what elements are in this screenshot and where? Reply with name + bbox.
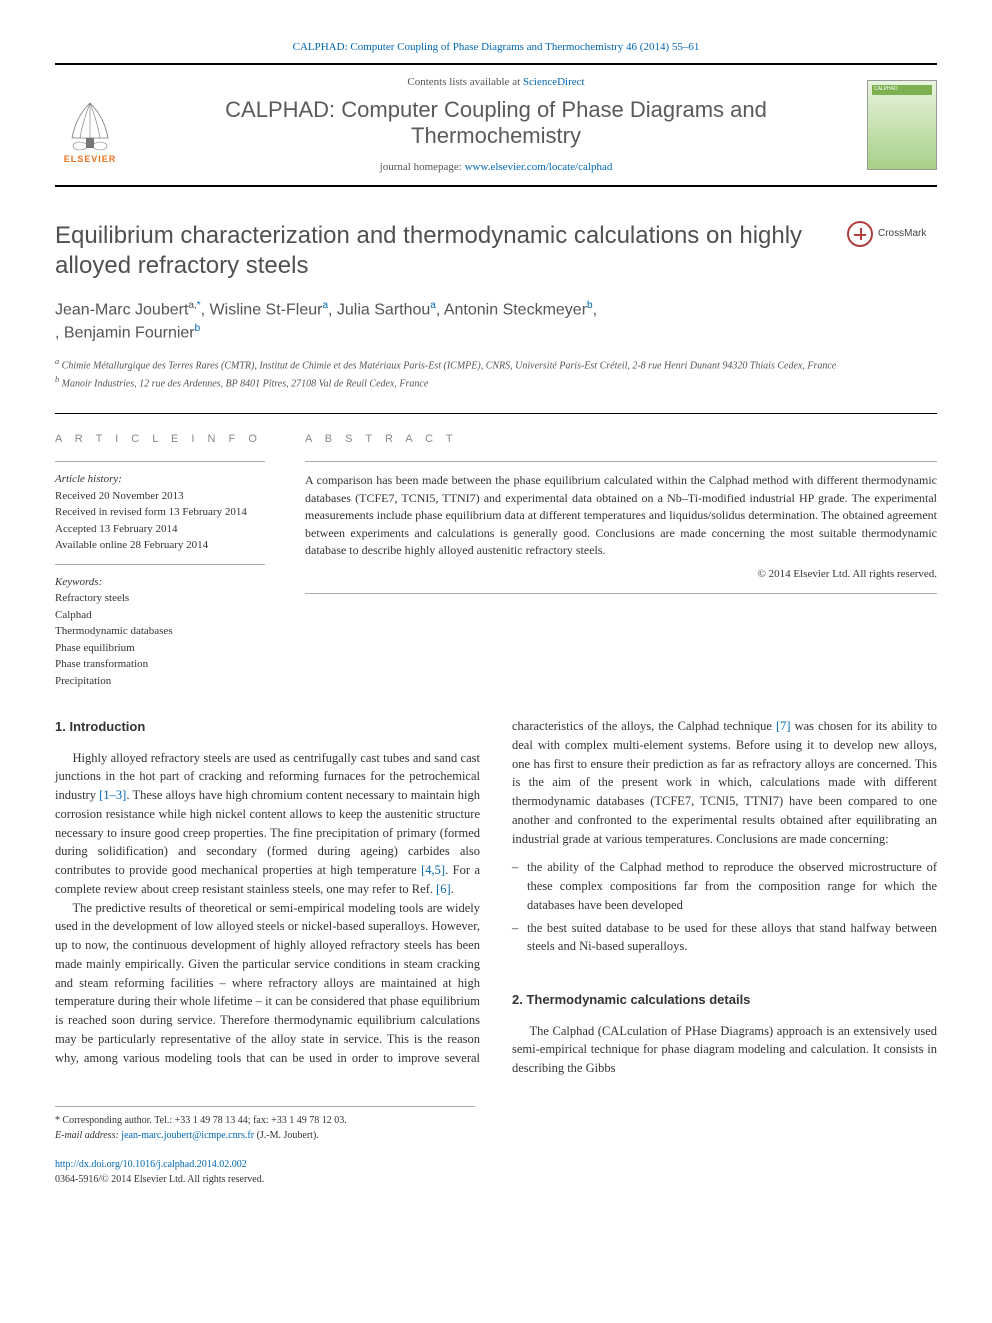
contents-prefix: Contents lists available at <box>407 76 522 88</box>
homepage-prefix: journal homepage: <box>380 161 465 173</box>
email-suffix: (J.-M. Joubert). <box>254 1130 319 1141</box>
history-online: Available online 28 February 2014 <box>55 537 265 554</box>
author-4: , Antonin Steckmeyer <box>436 301 587 318</box>
title-row: Equilibrium characterization and thermod… <box>55 221 937 281</box>
masthead-center: Contents lists available at ScienceDirec… <box>139 75 853 175</box>
author-1-sup: a, <box>188 300 196 311</box>
abstract-panel: A B S T R A C T A comparison has been ma… <box>305 414 937 689</box>
info-rule-2 <box>55 564 265 565</box>
keyword-4: Phase equilibrium <box>55 640 265 657</box>
abstract-text: A comparison has been made between the p… <box>305 472 937 559</box>
contents-line: Contents lists available at ScienceDirec… <box>139 75 853 90</box>
history-received: Received 20 November 2013 <box>55 488 265 505</box>
ref-1-3[interactable]: [1–3] <box>99 788 126 802</box>
abstract-rule-1 <box>305 461 937 462</box>
section-2-heading: 2. Thermodynamic calculations details <box>512 990 937 1010</box>
issn-line: 0364-5916/© 2014 Elsevier Ltd. All right… <box>55 1174 264 1185</box>
section-spacer <box>512 966 937 990</box>
abstract-head: A B S T R A C T <box>305 432 937 447</box>
keyword-5: Phase transformation <box>55 656 265 673</box>
history-revised: Received in revised form 13 February 201… <box>55 504 265 521</box>
s1-bullet-list: the ability of the Calphad method to rep… <box>512 858 937 956</box>
cover-label: CALPHAD <box>874 86 898 93</box>
section-1-heading: 1. Introduction <box>55 717 480 737</box>
author-list: Jean-Marc Jouberta,*, Wisline St-Fleur a,… <box>55 299 937 344</box>
paper-title: Equilibrium characterization and thermod… <box>55 221 827 281</box>
journal-cover-thumbnail: CALPHAD <box>867 80 937 170</box>
keyword-2: Calphad <box>55 607 265 624</box>
journal-name: CALPHAD: Computer Coupling of Phase Diag… <box>139 97 853 150</box>
ref-7[interactable]: [7] <box>776 719 791 733</box>
sciencedirect-link[interactable]: ScienceDirect <box>523 76 585 88</box>
affiliations: a Chimie Métallurgique des Terres Rares … <box>55 356 937 391</box>
keyword-3: Thermodynamic databases <box>55 623 265 640</box>
abstract-rule-2 <box>305 593 937 594</box>
masthead: ELSEVIER Contents lists available at Sci… <box>55 63 937 187</box>
s1p1-d: . <box>451 882 454 896</box>
top-citation-link[interactable]: CALPHAD: Computer Coupling of Phase Diag… <box>293 41 700 53</box>
s1-bullet-1: the ability of the Calphad method to rep… <box>512 858 937 914</box>
affiliation-a: a Chimie Métallurgique des Terres Rares … <box>55 356 937 373</box>
elsevier-tree-icon <box>60 98 120 153</box>
journal-homepage-link[interactable]: www.elsevier.com/locate/calphad <box>465 161 613 173</box>
journal-homepage-line: journal homepage: www.elsevier.com/locat… <box>139 160 853 175</box>
footnotes: * Corresponding author. Tel.: +33 1 49 7… <box>55 1106 475 1143</box>
crossmark-widget[interactable]: CrossMark <box>847 221 937 247</box>
affiliation-a-text: Chimie Métallurgique des Terres Rares (C… <box>62 361 837 372</box>
email-label: E-mail address: <box>55 1130 121 1141</box>
keyword-1: Refractory steels <box>55 590 265 607</box>
email-link[interactable]: jean-marc.joubert@icmpe.cnrs.fr <box>121 1130 254 1141</box>
author-5-sep: , <box>593 301 597 318</box>
history-accepted: Accepted 13 February 2014 <box>55 521 265 538</box>
elsevier-logo: ELSEVIER <box>55 85 125 165</box>
author-5-affil: b <box>195 323 201 334</box>
author-1-affil: a,* <box>188 300 200 311</box>
keyword-6: Precipitation <box>55 673 265 690</box>
author-1: Jean-Marc Joubert <box>55 301 188 318</box>
author-2: , Wisline St-Fleur <box>201 301 323 318</box>
author-3: , Julia Sarthou <box>328 301 430 318</box>
s1-paragraph-1: Highly alloyed refractory steels are use… <box>55 749 480 899</box>
ref-6[interactable]: [6] <box>436 882 451 896</box>
crossmark-label: CrossMark <box>878 227 926 241</box>
page: CALPHAD: Computer Coupling of Phase Diag… <box>0 0 992 1217</box>
info-abstract-row: A R T I C L E I N F O Article history: R… <box>55 414 937 689</box>
author-5: , Benjamin Fournier <box>55 324 195 341</box>
doi-block: http://dx.doi.org/10.1016/j.calphad.2014… <box>55 1157 937 1187</box>
affiliation-b-text: Manoir Industries, 12 rue des Ardennes, … <box>62 378 429 389</box>
article-info-panel: A R T I C L E I N F O Article history: R… <box>55 414 265 689</box>
s2-paragraph-1: The Calphad (CALculation of PHase Diagra… <box>512 1022 937 1078</box>
corresponding-note: * Corresponding author. Tel.: +33 1 49 7… <box>55 1113 475 1128</box>
email-note: E-mail address: jean-marc.joubert@icmpe.… <box>55 1128 475 1143</box>
info-rule-1 <box>55 461 265 462</box>
abstract-copyright: © 2014 Elsevier Ltd. All rights reserved… <box>305 567 937 582</box>
top-citation: CALPHAD: Computer Coupling of Phase Diag… <box>55 40 937 55</box>
crossmark-icon <box>847 221 873 247</box>
keywords-label: Keywords: <box>55 575 265 590</box>
s1p2-b: was chosen for its ability to deal with … <box>512 719 937 846</box>
body-columns: 1. Introduction Highly alloyed refractor… <box>55 717 937 1078</box>
article-info-head: A R T I C L E I N F O <box>55 432 265 447</box>
doi-link[interactable]: http://dx.doi.org/10.1016/j.calphad.2014… <box>55 1159 247 1170</box>
history-label: Article history: <box>55 472 265 487</box>
elsevier-wordmark: ELSEVIER <box>64 153 117 166</box>
affiliation-b: b Manoir Industries, 12 rue des Ardennes… <box>55 374 937 391</box>
s1-bullet-2: the best suited database to be used for … <box>512 919 937 957</box>
ref-4-5[interactable]: [4,5] <box>421 863 445 877</box>
